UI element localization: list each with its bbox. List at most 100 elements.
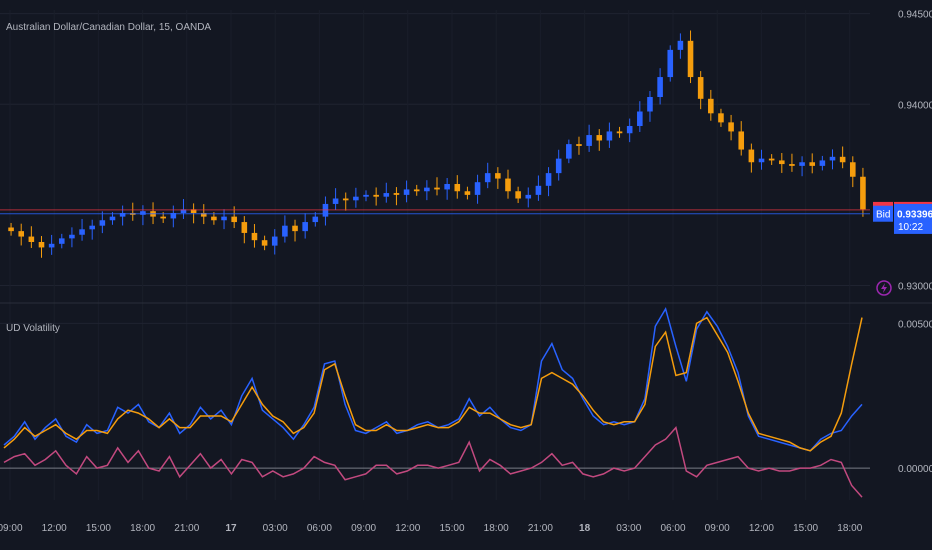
time-tick-label: 18 bbox=[579, 523, 591, 534]
candle-body bbox=[28, 236, 35, 242]
candle-body bbox=[342, 198, 349, 201]
bar-countdown: 10:22 bbox=[898, 222, 923, 233]
candle-body bbox=[860, 176, 866, 210]
indicator-lines bbox=[3, 306, 863, 498]
candle-body bbox=[99, 220, 106, 226]
candle-body bbox=[383, 193, 390, 197]
candle-body bbox=[231, 216, 237, 223]
candle-body bbox=[160, 216, 166, 219]
candle-body bbox=[738, 131, 745, 150]
indicator-tick-label: 0.00000 bbox=[898, 464, 932, 475]
time-tick-label: 03:00 bbox=[263, 523, 288, 534]
time-tick-label: 18:00 bbox=[130, 523, 155, 534]
candle-body bbox=[353, 196, 359, 201]
time-tick-label: 09:00 bbox=[705, 523, 730, 534]
candle-body bbox=[505, 178, 511, 192]
time-tick-label: 03:00 bbox=[616, 523, 641, 534]
time-tick-label: 06:00 bbox=[660, 523, 685, 534]
price-tick-label: 0.94500 bbox=[898, 10, 932, 21]
candle-body bbox=[515, 191, 521, 199]
indicator-y-axis[interactable]: 0.00500 0.00000 bbox=[898, 319, 932, 475]
candle-body bbox=[708, 98, 714, 114]
candle-body bbox=[18, 231, 25, 237]
bid-label: Bid bbox=[876, 210, 890, 221]
symbol-title[interactable]: Australian Dollar/Canadian Dollar, 15, O… bbox=[6, 22, 211, 33]
candle-body bbox=[332, 198, 339, 204]
candle-body bbox=[677, 40, 684, 50]
time-tick-label: 09:00 bbox=[351, 523, 376, 534]
indicator-title[interactable]: UD Volatility bbox=[6, 323, 60, 334]
candle-body bbox=[302, 222, 308, 232]
candle-body bbox=[312, 216, 319, 223]
candle-body bbox=[403, 189, 410, 195]
alert-icon[interactable] bbox=[876, 280, 892, 296]
candle-body bbox=[69, 234, 75, 239]
indicator-grid bbox=[0, 322, 870, 469]
time-tick-label: 15:00 bbox=[439, 523, 464, 534]
candle-body bbox=[444, 184, 450, 190]
candle-body bbox=[789, 164, 795, 166]
candle-body bbox=[373, 194, 379, 197]
price-tick-label: 0.94000 bbox=[898, 100, 932, 111]
candle-body bbox=[768, 158, 775, 161]
candle-body bbox=[89, 225, 95, 230]
candle-body bbox=[48, 243, 55, 248]
candle-body bbox=[454, 184, 461, 192]
candle-body bbox=[221, 216, 227, 221]
candle-body bbox=[849, 162, 856, 177]
candle-body bbox=[464, 191, 471, 195]
candle-body bbox=[38, 242, 45, 248]
candle-body bbox=[282, 225, 288, 237]
candle-body bbox=[474, 182, 481, 195]
candle-body bbox=[748, 149, 755, 163]
candle-body bbox=[799, 162, 805, 166]
time-axis[interactable]: 09:00 12:00 15:00 18:00 21:00 17 03:00 06:00 09:… bbox=[0, 523, 863, 534]
candle-body bbox=[200, 213, 207, 217]
candle-body bbox=[170, 213, 177, 219]
candle-body bbox=[535, 185, 542, 195]
candle-body bbox=[495, 173, 501, 179]
candle-body bbox=[8, 227, 14, 232]
candle-body bbox=[180, 209, 187, 213]
indicator-pane[interactable]: UD Volatility 0.00500 0.00000 bbox=[0, 306, 932, 498]
indicator-tick-label: 0.00500 bbox=[898, 319, 932, 330]
candle-body bbox=[190, 209, 197, 213]
price-tick-label: 0.93000 bbox=[898, 282, 932, 293]
candle-body bbox=[687, 40, 694, 78]
candle-body bbox=[119, 213, 126, 217]
candle-body bbox=[434, 187, 440, 190]
candle-body bbox=[637, 111, 643, 126]
time-tick-label: 12:00 bbox=[42, 523, 67, 534]
candle-body bbox=[576, 144, 582, 146]
candle-body bbox=[647, 97, 653, 112]
candle-body bbox=[596, 135, 603, 141]
candle-body bbox=[839, 156, 846, 163]
time-tick-label: 06:00 bbox=[307, 523, 332, 534]
candle-body bbox=[261, 240, 268, 246]
candle-body bbox=[819, 160, 826, 166]
time-tick-label: 09:00 bbox=[0, 523, 23, 534]
time-tick-label: 18:00 bbox=[837, 523, 862, 534]
candle-body bbox=[545, 173, 552, 186]
candle-body bbox=[424, 187, 430, 192]
candle-body bbox=[626, 126, 633, 134]
candle-body bbox=[251, 232, 258, 241]
candle-body bbox=[718, 113, 724, 123]
indicator-series-2 bbox=[3, 426, 863, 498]
candle-body bbox=[606, 131, 613, 141]
time-tick-label: 15:00 bbox=[793, 523, 818, 534]
candle-body bbox=[566, 144, 572, 159]
candle-body bbox=[241, 222, 248, 233]
candle-body bbox=[109, 216, 116, 221]
time-tick-label: 21:00 bbox=[174, 523, 199, 534]
main-y-axis[interactable]: 0.94500 0.94000 0.93000 bbox=[898, 10, 932, 293]
candle-body bbox=[555, 158, 562, 174]
candle-body bbox=[413, 189, 420, 192]
candle-body bbox=[525, 194, 532, 199]
time-tick-label: 21:00 bbox=[528, 523, 553, 534]
candle-body bbox=[484, 173, 491, 183]
candle-body bbox=[58, 238, 65, 244]
